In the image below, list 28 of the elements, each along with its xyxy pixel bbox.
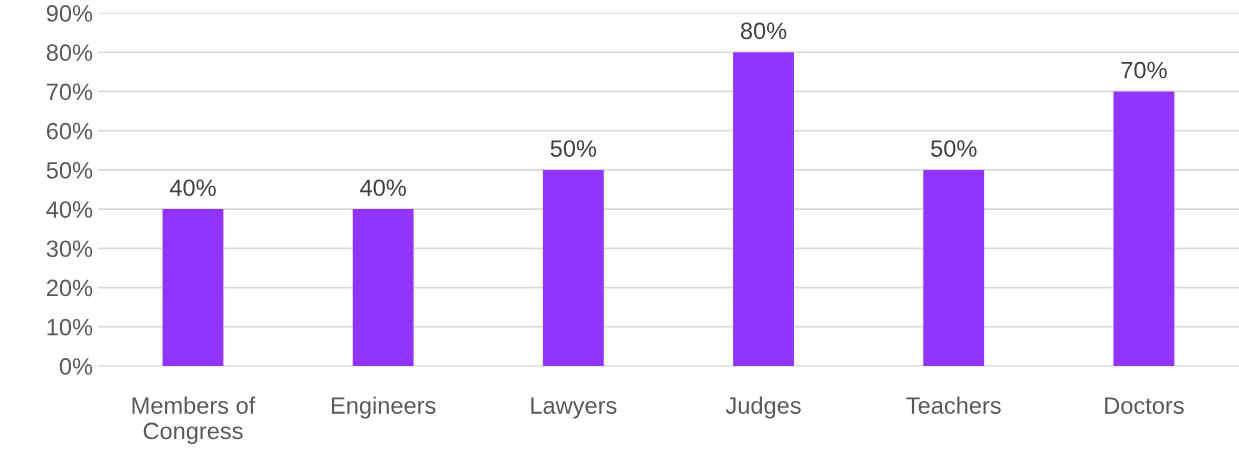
bar (162, 209, 224, 366)
data-label: 50% (931, 140, 977, 157)
data-label: 40% (360, 179, 406, 197)
y-tick-label: 50% (46, 161, 93, 179)
x-tick-label: Teachers (906, 396, 1001, 414)
bar (733, 52, 794, 366)
y-tick-label: 80% (46, 44, 93, 62)
bar (352, 209, 414, 366)
x-tick-label: Judges (725, 396, 801, 419)
y-tick-label: 30% (46, 240, 93, 258)
data-label: 50% (550, 140, 597, 157)
y-tick-label: 20% (46, 279, 93, 297)
y-tick-label: 90% (46, 5, 93, 22)
data-label: 70% (1121, 61, 1167, 79)
x-tick-label: Members of Congress (132, 396, 256, 444)
bar (542, 169, 604, 366)
bar (1113, 91, 1175, 366)
x-tick-label: Engineers (331, 396, 436, 419)
data-label: 80% (740, 22, 787, 40)
y-tick-label: 0% (59, 358, 93, 375)
y-tick-label: 10% (47, 318, 93, 336)
x-tick-label: Doctors (1105, 397, 1184, 414)
data-label: 40% (169, 179, 216, 197)
y-tick-label: 60% (46, 122, 93, 140)
y-tick-label: 40% (46, 201, 93, 218)
y-tick-label: 70% (46, 83, 93, 101)
bar (923, 169, 985, 366)
x-tick-label: Lawyers (531, 397, 617, 419)
